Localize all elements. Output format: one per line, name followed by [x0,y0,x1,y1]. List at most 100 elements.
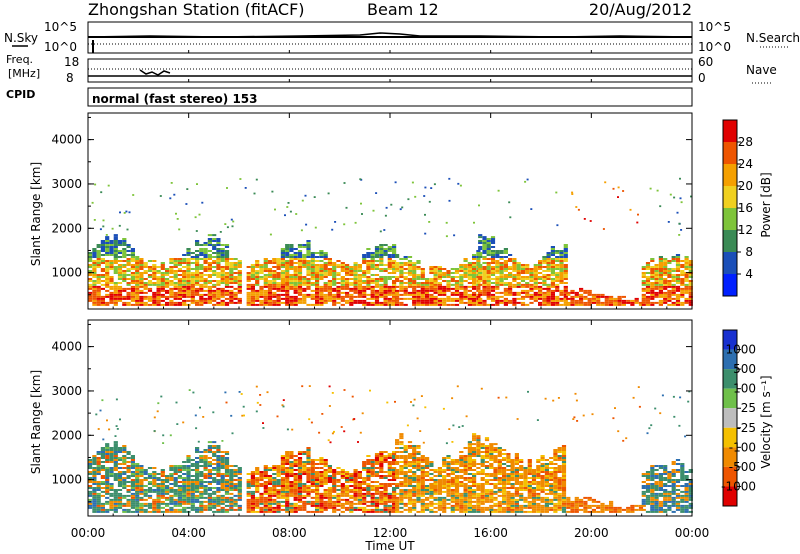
scatter-cell [207,502,212,505]
scatter-cell [224,291,230,294]
scatter-cell [472,481,477,483]
scatter-cell [229,270,234,272]
scatter-cell [190,272,195,274]
scatter-cell [340,282,345,284]
scatter-cell [366,489,371,491]
scatter-cell [374,260,380,262]
scatter-cell [433,291,438,294]
scatter-cell [267,494,273,497]
scatter-cell [403,483,408,485]
scatter-cell [362,494,367,497]
scatter-cell [207,268,212,270]
scatter-cell [420,461,425,463]
scatter-cell [169,469,174,471]
scatter-cell [319,479,324,481]
scatter-cell [516,268,521,270]
scatter-cell [472,477,477,479]
scatter-cell [425,289,430,292]
scatter-cell [117,473,123,475]
scatter-cell [332,510,337,513]
scatter-cell [315,459,320,461]
scatter-cell [190,508,195,511]
scatter-cell [297,490,303,493]
scatter-cell [117,502,123,505]
scatter-cell [302,256,307,258]
scatter-cell [392,510,397,513]
scatter-cell [486,240,491,242]
scatter-cell [542,262,547,264]
scatter-cell [224,461,230,463]
scatter-cell [229,262,234,264]
scatter-cell [306,295,311,298]
scatter-cell [486,274,491,276]
scatter-cell [472,285,477,288]
scatter-cell [395,508,400,511]
scatter-cell [688,301,693,304]
scatter-cell [272,270,277,272]
scatter-cell [512,262,517,264]
scatter-cell [412,282,417,284]
scatter-cell [246,276,251,278]
scatter-cell [267,469,273,471]
scatter-cell [220,455,225,457]
scatter-cell [165,297,170,300]
scatter-cell [173,293,178,296]
scatter-cell [88,258,93,260]
scatter-cell [156,276,161,278]
scatter-cell [207,473,212,475]
scatter-cell [147,295,153,298]
scatter-cell [310,485,315,487]
scatter-cell [293,475,298,477]
scatter-cell [315,274,320,276]
scatter-cell [416,447,421,449]
scatter-cell [387,469,392,471]
scatter-cell [319,287,324,290]
scatter-cell [370,502,375,505]
scatter-cell [645,299,651,302]
scatter-cell [109,469,114,471]
scatter-cell [233,262,238,264]
scatter-cell [143,283,148,286]
scatter-cell [285,248,290,250]
scatter-cell [574,303,579,306]
scatter-cell [297,293,303,296]
scatter-cell [473,221,475,224]
scatter-cell [152,500,157,503]
scatter-cell [332,490,337,493]
scatter-cell [319,496,324,499]
scatter-cell [267,289,273,292]
scatter-cell [667,262,672,264]
scatter-cell [113,295,118,298]
scatter-cell [160,266,165,268]
scatter-cell [186,188,189,190]
scatter-cell [446,283,451,286]
scatter-cell [467,264,472,266]
scatter-cell [302,496,307,499]
scatter-cell [684,289,689,292]
scatter-cell [135,477,140,479]
scatter-cell [688,289,693,292]
scatter-cell [604,303,609,306]
scatter-cell [92,301,97,304]
scatter-cell [412,291,417,294]
scatter-cell [570,295,575,298]
scatter-cell [425,496,430,499]
scatter-cell [442,481,447,483]
scatter-cell [395,451,400,453]
scatter-cell [630,303,635,306]
scatter-cell [109,268,114,270]
scatter-cell [139,465,144,467]
scatter-cell [302,295,307,298]
scatter-cell [370,301,375,304]
scatter-cell [117,477,123,479]
scatter-cell [212,238,217,240]
scatter-cell [563,268,568,270]
scatter-cell [407,492,413,495]
scatter-cell [173,266,178,268]
scatter-cell [117,256,123,258]
scatter-cell [182,295,187,298]
scatter-cell [165,268,170,270]
scatter-cell [478,291,483,294]
scatter-cell [122,467,127,469]
scatter-cell [555,283,560,286]
